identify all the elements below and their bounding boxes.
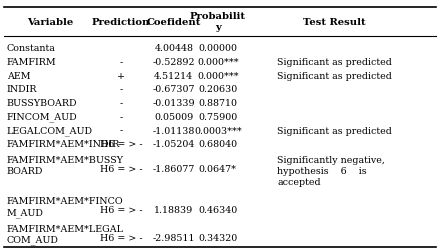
Text: 0.46340: 0.46340: [198, 206, 238, 214]
Text: -0.67307: -0.67307: [153, 85, 195, 94]
Text: AEM: AEM: [7, 71, 30, 80]
Text: 0.75900: 0.75900: [198, 112, 238, 121]
Text: -: -: [119, 58, 123, 67]
Text: 0.20630: 0.20630: [198, 85, 238, 94]
Text: -0.52892: -0.52892: [153, 58, 195, 67]
Text: FINCOM_AUD: FINCOM_AUD: [7, 112, 77, 122]
Text: -: -: [119, 112, 123, 121]
Text: 0.34320: 0.34320: [198, 233, 238, 242]
Text: Test Result: Test Result: [303, 18, 366, 26]
Text: +: +: [117, 71, 125, 80]
Text: 0.00000: 0.00000: [198, 44, 237, 53]
Text: H6 = > -: H6 = > -: [100, 140, 142, 149]
Text: 1.18839: 1.18839: [154, 206, 194, 214]
Text: 4.00448: 4.00448: [154, 44, 193, 53]
Text: FAMFIRM*AEM*FINCO
M_AUD: FAMFIRM*AEM*FINCO M_AUD: [7, 196, 123, 217]
Text: -1.86077: -1.86077: [153, 165, 195, 173]
Text: H6 = > -: H6 = > -: [100, 165, 142, 173]
Text: Significant as predicted: Significant as predicted: [277, 71, 392, 80]
Text: 0.000***: 0.000***: [197, 58, 238, 67]
Text: 0.0647*: 0.0647*: [199, 165, 237, 173]
Text: BUSSYBOARD: BUSSYBOARD: [7, 99, 77, 108]
Text: Variable: Variable: [27, 18, 74, 26]
Text: Significantly negative,
hypothesis    6    is
accepted: Significantly negative, hypothesis 6 is …: [277, 155, 385, 186]
Text: -1.01138: -1.01138: [153, 126, 195, 135]
Text: -0.01339: -0.01339: [153, 99, 195, 108]
Text: INDIR: INDIR: [7, 85, 37, 94]
Text: LEGALCOM_AUD: LEGALCOM_AUD: [7, 126, 92, 135]
Text: H6 = > -: H6 = > -: [100, 233, 142, 242]
Text: Significant as predicted: Significant as predicted: [277, 58, 392, 67]
Text: Prediction: Prediction: [92, 18, 150, 26]
Text: 0.68040: 0.68040: [198, 140, 237, 149]
Text: H6 = > -: H6 = > -: [100, 206, 142, 214]
Text: -1.05204: -1.05204: [153, 140, 195, 149]
Text: 4.51214: 4.51214: [154, 71, 193, 80]
Text: -: -: [119, 85, 123, 94]
Text: Coefident: Coefident: [147, 18, 201, 26]
Text: -: -: [119, 99, 123, 108]
Text: 0.000***: 0.000***: [197, 71, 238, 80]
Text: 0.05009: 0.05009: [154, 112, 194, 121]
Text: 0.0003***: 0.0003***: [194, 126, 242, 135]
Text: Probabilit
y: Probabilit y: [190, 12, 246, 32]
Text: Significant as predicted: Significant as predicted: [277, 126, 392, 135]
Text: FAMFIRM: FAMFIRM: [7, 58, 56, 67]
Text: FAMFIRM*AEM*BUSSY
BOARD: FAMFIRM*AEM*BUSSY BOARD: [7, 155, 124, 175]
Text: FAMFIRM*AEM*INDIR: FAMFIRM*AEM*INDIR: [7, 140, 120, 149]
Text: -: -: [119, 126, 123, 135]
Text: -2.98511: -2.98511: [153, 233, 195, 242]
Text: FAMFIRM*AEM*LEGAL
COM_AUD: FAMFIRM*AEM*LEGAL COM_AUD: [7, 224, 124, 244]
Text: Constanta: Constanta: [7, 44, 55, 53]
Text: 0.88710: 0.88710: [198, 99, 237, 108]
